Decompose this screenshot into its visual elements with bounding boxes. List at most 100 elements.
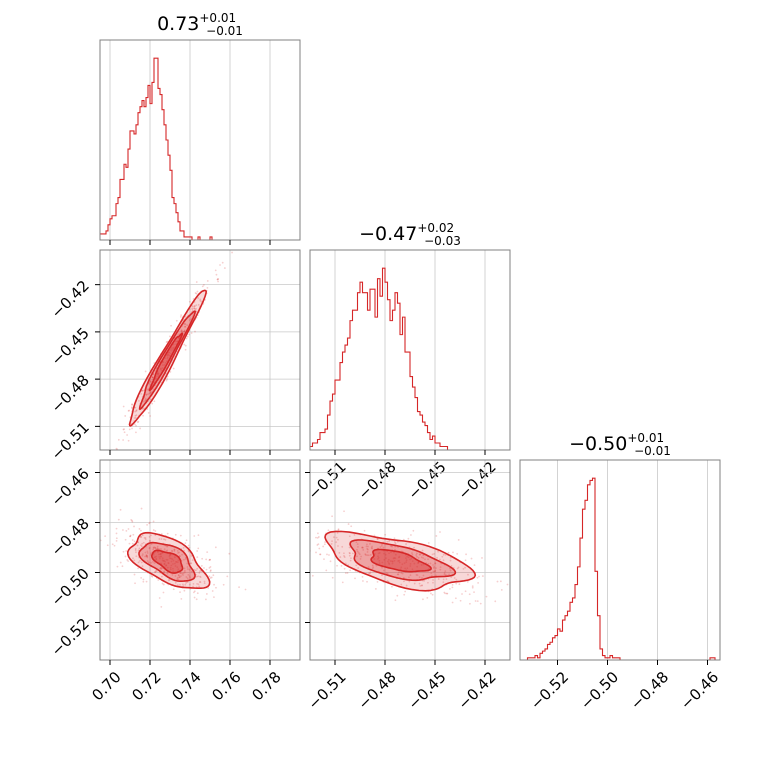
sample-point xyxy=(366,580,368,583)
sample-point xyxy=(470,557,473,560)
sample-point xyxy=(184,315,187,318)
sample-point xyxy=(145,554,148,557)
sample-point xyxy=(154,571,156,573)
sample-point xyxy=(124,555,127,558)
sample-point xyxy=(182,572,185,575)
sample-point xyxy=(396,594,399,597)
sample-point xyxy=(128,409,131,412)
sample-point xyxy=(394,557,397,560)
sample-point xyxy=(146,523,148,526)
sample-point xyxy=(393,541,396,543)
sample-point xyxy=(171,549,173,552)
contour-level-outer xyxy=(128,289,207,427)
sample-point xyxy=(444,570,447,573)
sample-point xyxy=(174,581,177,584)
sample-point xyxy=(390,551,392,554)
sample-point xyxy=(420,556,423,559)
sample-point xyxy=(432,570,435,573)
histogram-bin-8 xyxy=(330,401,333,450)
sample-point xyxy=(394,599,397,602)
sample-point xyxy=(410,557,413,560)
tick-label-y-m0p42: −0.42 xyxy=(48,277,93,322)
sample-point xyxy=(150,391,153,394)
sample-point xyxy=(197,297,200,299)
histogram-bin-24 xyxy=(370,289,373,450)
tick-label-x-m0p48: −0.48 xyxy=(355,458,400,503)
sample-point xyxy=(384,553,387,556)
tick-label-x-0p7: 0.70 xyxy=(88,668,124,704)
sample-point xyxy=(156,372,159,375)
sample-point xyxy=(185,558,187,561)
sample-point xyxy=(153,400,156,403)
sample-point xyxy=(205,568,208,571)
sample-point xyxy=(433,566,435,568)
histogram-bin-45 xyxy=(423,422,426,450)
sample-point xyxy=(385,572,388,575)
tick-label-x-m0p51: −0.51 xyxy=(305,668,350,713)
sample-point xyxy=(150,574,153,577)
sample-point xyxy=(411,568,414,571)
sample-point xyxy=(176,584,179,586)
sample-point xyxy=(205,593,208,595)
sample-point xyxy=(391,545,393,548)
sample-point xyxy=(184,344,187,347)
sample-point xyxy=(473,564,476,567)
sample-point xyxy=(152,548,155,551)
sample-point xyxy=(184,325,187,328)
histogram-bin-18 xyxy=(136,125,138,240)
sample-point xyxy=(135,551,137,554)
sample-point xyxy=(317,532,319,535)
sample-point xyxy=(160,555,162,558)
sample-point xyxy=(155,570,158,573)
sample-point xyxy=(160,566,162,569)
sample-point xyxy=(197,583,200,586)
sample-point xyxy=(221,246,223,248)
sample-point xyxy=(456,567,459,570)
sample-point xyxy=(458,583,461,586)
sample-point xyxy=(193,535,196,537)
sample-point xyxy=(155,557,158,560)
sample-point xyxy=(449,567,451,570)
sample-point xyxy=(418,576,421,579)
sample-point xyxy=(117,518,120,521)
sample-point xyxy=(325,569,328,572)
sample-point xyxy=(455,578,458,581)
sample-point xyxy=(354,577,356,580)
sample-point xyxy=(157,547,160,550)
sample-point xyxy=(476,576,479,579)
histogram-bin-38 xyxy=(405,352,408,450)
sample-point xyxy=(146,556,149,559)
sample-point xyxy=(442,581,445,584)
sample-point xyxy=(149,380,152,383)
sample-point xyxy=(175,560,177,563)
sample-point xyxy=(163,570,166,573)
sample-point xyxy=(383,558,386,561)
sample-point xyxy=(464,566,466,569)
sample-point xyxy=(386,572,389,575)
sample-point xyxy=(174,533,177,536)
sample-point xyxy=(172,347,175,350)
histogram-bin-27 xyxy=(588,485,591,660)
sample-point xyxy=(171,550,174,553)
histogram-bin-11 xyxy=(548,644,551,660)
sample-point xyxy=(434,562,437,565)
histogram-bin-41 xyxy=(413,387,416,450)
sample-point xyxy=(481,575,484,577)
histogram-bin-12 xyxy=(124,164,126,240)
sample-point xyxy=(172,343,175,346)
sample-point xyxy=(185,582,187,584)
sample-point xyxy=(162,361,164,364)
sample-point xyxy=(193,305,196,308)
sample-point xyxy=(185,539,188,542)
sample-point xyxy=(185,337,188,340)
sample-point xyxy=(297,546,299,548)
sample-point xyxy=(433,570,436,573)
sample-point xyxy=(194,569,197,572)
sample-point xyxy=(424,558,426,561)
sample-point xyxy=(135,410,138,412)
sample-point xyxy=(168,351,171,354)
sample-point xyxy=(162,591,165,594)
sample-point xyxy=(105,470,107,472)
sample-point xyxy=(180,598,183,600)
